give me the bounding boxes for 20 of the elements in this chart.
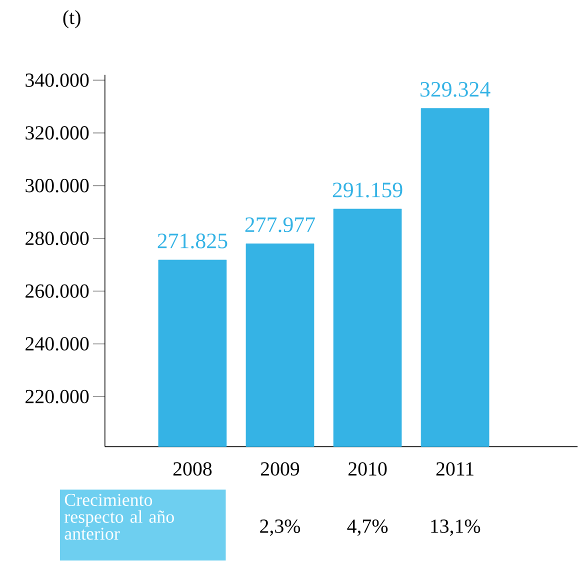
x-tick-label: 2011 [436,462,474,476]
data-label: 329.324 [420,82,490,98]
y-tick-label: 240.000 [26,337,89,351]
text: Crecimiento respecto al año anterior [64,494,174,540]
y-tick-label: 280.000 [26,232,89,246]
y-tick-label: 320.000 [26,126,89,140]
x-tick-label: 2009 [260,462,300,476]
data-label: 271.825 [158,234,228,249]
data-label: 291.159 [332,182,402,198]
y-tick-label: 340.000 [26,74,89,88]
y-tick-label: 300.000 [26,179,89,193]
y-tick-label: 260.000 [26,284,89,298]
data-label: 277.977 [245,218,315,232]
x-tick-label: 2010 [348,462,387,476]
x-tick-label: 2008 [173,462,212,476]
y-tick-label: 220.000 [26,390,89,404]
text: 13,1% [431,520,480,536]
text: 2,3% [260,520,300,536]
text: 4,7% [347,520,388,536]
y-axis-title: (t) [63,10,80,28]
